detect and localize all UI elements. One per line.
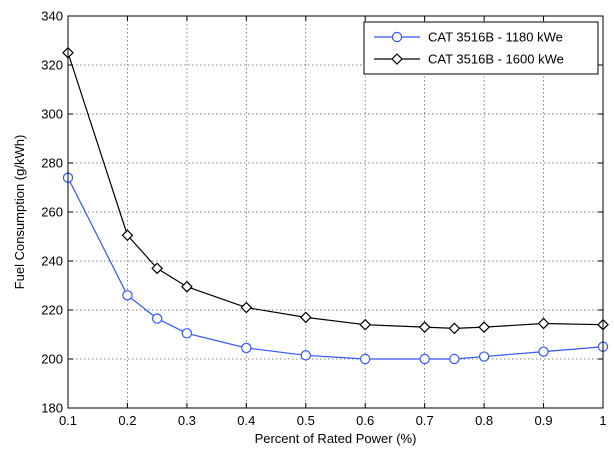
x-tick-label: 1 (599, 413, 606, 428)
ticks: 0.1 0.2 0.3 0.4 0.5 0.6 0.7 0.8 0.9 1 180 200 220 240… (41, 9, 606, 429)
data-point (181, 328, 193, 339)
data-point (448, 322, 461, 335)
y-tick-label: 340 (41, 9, 63, 24)
legend: CAT 3516B - 1180 kWe CAT 3516B - 1600 kWe (363, 21, 599, 75)
x-tick-label: 0.4 (237, 413, 255, 428)
y-tick-label: 240 (41, 254, 63, 269)
legend-label: CAT 3516B - 1600 kWe (428, 52, 564, 67)
x-tick-label: 0.2 (118, 413, 136, 428)
data-point (151, 313, 163, 324)
y-tick-label: 320 (41, 58, 63, 73)
legend-marker (391, 53, 403, 65)
y-axis-label: Fuel Consumption (g/kWh) (12, 135, 27, 290)
data-point (418, 321, 431, 333)
series-line (67, 177, 604, 360)
data-point (121, 229, 134, 242)
series-layer (62, 46, 609, 365)
y-tick-label: 280 (41, 156, 63, 171)
x-tick-label: 0.6 (356, 413, 374, 428)
data-point (360, 353, 371, 365)
data-point (122, 290, 133, 301)
x-tick-label: 0.5 (297, 413, 315, 428)
x-tick-label: 0.9 (535, 413, 553, 428)
x-tick-label: 0.3 (178, 413, 196, 428)
legend-item: CAT 3516B - 1180 kWe (374, 30, 563, 45)
legend-marker (391, 31, 403, 43)
data-point (419, 353, 430, 365)
y-tick-label: 180 (41, 401, 63, 416)
y-tick-label: 220 (41, 303, 63, 318)
data-point (537, 317, 550, 330)
data-point (538, 346, 549, 357)
data-point (478, 321, 490, 333)
x-tick-label: 0.8 (475, 413, 493, 428)
legend-label: CAT 3516B - 1180 kWe (428, 30, 563, 45)
data-point (241, 342, 252, 354)
x-tick-label: 0.7 (416, 413, 434, 428)
data-point (240, 301, 253, 314)
data-point (181, 280, 193, 293)
data-point (478, 351, 490, 362)
data-point (449, 353, 460, 365)
legend-box (363, 21, 599, 75)
x-tick-label: 0.1 (59, 413, 77, 428)
y-tick-label: 200 (41, 352, 63, 367)
y-tick-label: 300 (41, 107, 63, 122)
data-point (300, 350, 311, 361)
data-point (151, 262, 164, 275)
series-line (67, 52, 604, 329)
x-axis-label: Percent of Rated Power (%) (255, 431, 417, 446)
series-2 (62, 46, 609, 335)
data-point (299, 311, 312, 324)
data-point (359, 318, 372, 331)
legend-item: CAT 3516B - 1600 kWe (374, 52, 564, 67)
y-tick-label: 260 (41, 205, 63, 220)
grid (68, 16, 603, 408)
